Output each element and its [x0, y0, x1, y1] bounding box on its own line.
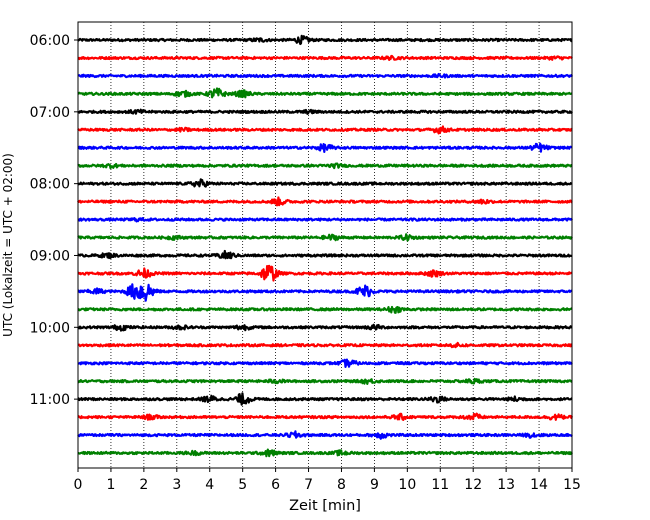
- trace-0630: [77, 72, 573, 79]
- x-tick-label: 0: [74, 477, 83, 493]
- trace-0815: [77, 196, 573, 207]
- y-tick-label: 09:00: [30, 248, 70, 264]
- x-tick-label: 5: [238, 477, 247, 493]
- trace-1145: [77, 448, 573, 458]
- x-tick-label: 3: [172, 477, 181, 493]
- x-tick-label: 14: [530, 477, 548, 493]
- trace-1030: [77, 358, 573, 368]
- x-tick-label: 8: [337, 477, 346, 493]
- x-tick-label: 15: [563, 477, 581, 493]
- trace-0615: [77, 54, 573, 62]
- trace-1130: [77, 430, 573, 440]
- y-tick-label: 11:00: [30, 392, 70, 408]
- trace-0715: [77, 125, 573, 135]
- x-tick-label: 1: [106, 477, 115, 493]
- trace-0830: [77, 217, 573, 223]
- x-tick-label: 2: [139, 477, 148, 493]
- x-tick-label: 11: [431, 477, 449, 493]
- y-tick-label: 06:00: [30, 33, 70, 49]
- trace-1045: [77, 377, 573, 385]
- x-tick-label: 4: [205, 477, 214, 493]
- trace-1000: [77, 323, 573, 332]
- x-tick-label: 7: [304, 477, 313, 493]
- trace-0945: [77, 305, 573, 314]
- trace-0800: [77, 178, 573, 188]
- x-axis-ticks: 0 1 2 3 4 5 6 7 8 9 10 11 12 13 14 15: [74, 468, 581, 493]
- trace-1015: [77, 341, 573, 349]
- x-tick-label: 10: [398, 477, 416, 493]
- x-tick-label: 12: [464, 477, 482, 493]
- y-axis-ticks: 06:00 07:00 08:00 09:00 10:00 11:00: [30, 33, 78, 408]
- x-tick-label: 6: [271, 477, 280, 493]
- x-tick-label: 9: [370, 477, 379, 493]
- trace-0915: [77, 264, 573, 282]
- trace-0730: [77, 142, 573, 153]
- y-axis-label: UTC (Lokalzeit = UTC + 02:00): [1, 153, 15, 337]
- trace-0900: [77, 249, 573, 260]
- trace-0645: [77, 87, 573, 99]
- trace-0845: [77, 233, 573, 242]
- trace-0600: [77, 34, 573, 46]
- x-axis-label: Zeit [min]: [289, 498, 361, 514]
- trace-0700: [77, 108, 573, 115]
- y-tick-label: 07:00: [30, 105, 70, 121]
- vertical-gridlines: [110, 22, 540, 468]
- trace-0930: [77, 283, 573, 302]
- plot-frame: [77, 21, 573, 469]
- x-tick-label: 13: [497, 477, 515, 493]
- y-tick-label: 10:00: [30, 320, 70, 336]
- trace-0745: [77, 162, 573, 170]
- trace-group: [77, 34, 574, 458]
- trace-1115: [77, 412, 574, 421]
- y-tick-label: 08:00: [30, 177, 70, 193]
- trace-1100: [77, 392, 573, 406]
